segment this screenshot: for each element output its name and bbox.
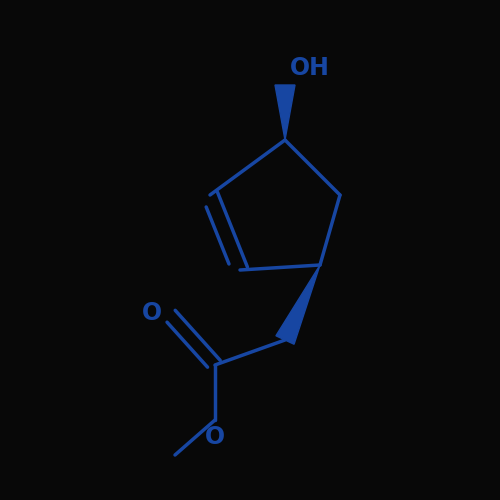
Text: O: O: [142, 301, 162, 325]
Polygon shape: [275, 85, 295, 140]
Text: OH: OH: [290, 56, 330, 80]
Text: O: O: [205, 425, 225, 449]
Polygon shape: [276, 265, 320, 344]
